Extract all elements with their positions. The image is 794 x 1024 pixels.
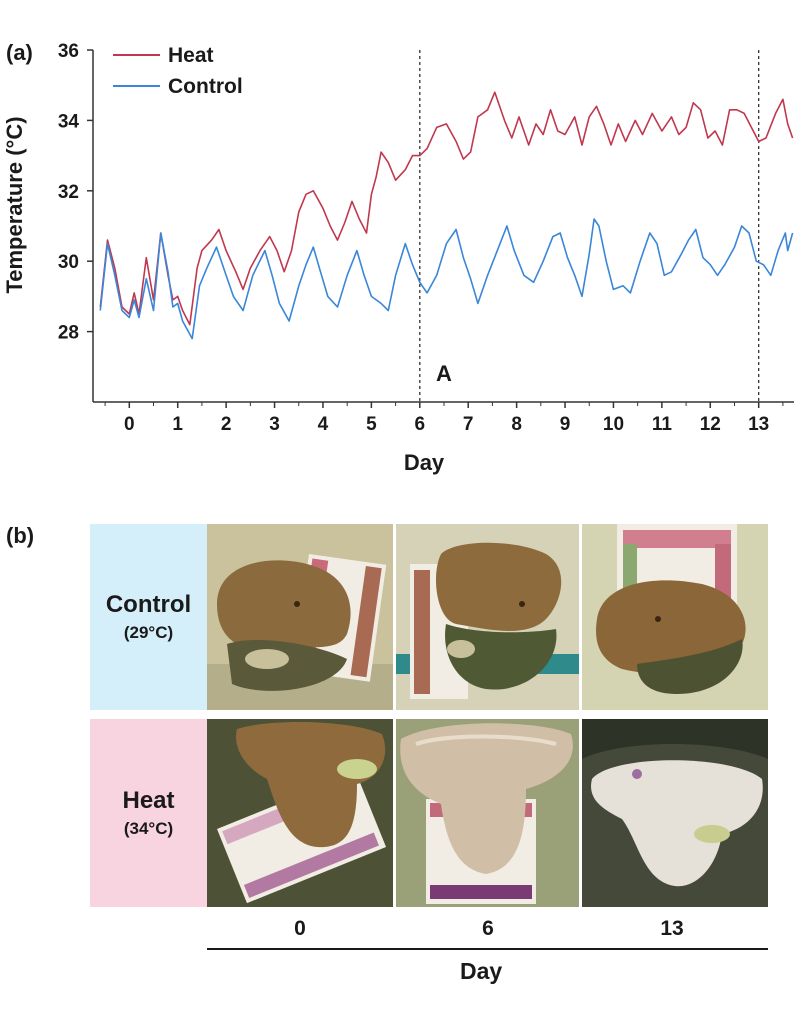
photo-day-label-13: 13	[660, 917, 684, 940]
coral-photo-heat-day6	[396, 719, 579, 907]
series-line-control	[99, 218, 794, 340]
control-row-title: Control	[105, 591, 192, 618]
coral-photo-control-day6	[396, 524, 579, 710]
x-tick-label: 10	[603, 414, 624, 435]
x-tick-label: 7	[463, 414, 474, 435]
annotation-label: A	[436, 361, 452, 386]
x-tick-label: 1	[172, 414, 183, 435]
control-row-temperature: (29°C)	[123, 623, 174, 642]
photo-day-axis-line	[207, 948, 768, 950]
coral-photo-heat-day13	[582, 719, 768, 907]
coral-photo-control-day0	[207, 524, 393, 710]
photo-day-label-0: 0	[294, 917, 306, 940]
legend-label-heat: Heat	[168, 44, 214, 67]
heat-row-temperature: (34°C)	[123, 819, 174, 838]
x-tick-label: 12	[700, 414, 721, 435]
x-tick-label: 6	[415, 414, 426, 435]
x-tick-label: 3	[269, 414, 280, 435]
x-tick-label: 8	[511, 414, 522, 435]
control-row-label: Control (29°C)	[90, 524, 207, 710]
x-tick-label: 4	[318, 414, 329, 435]
x-tick-label: 11	[652, 414, 673, 435]
heat-row-label: Heat (34°C)	[90, 719, 207, 907]
y-tick-label: 30	[58, 252, 79, 273]
x-tick-label: 2	[221, 414, 232, 435]
x-axis-label: Day	[404, 450, 445, 475]
coral-photo-control-day13	[582, 524, 768, 710]
y-tick-label: 32	[58, 182, 79, 203]
panel-a-label: (a)	[6, 40, 33, 65]
y-axis-label: Temperature (°C)	[2, 116, 27, 293]
panel-b-label: (b)	[6, 523, 35, 548]
x-tick-label: 5	[366, 414, 377, 435]
heat-row-title: Heat	[122, 787, 175, 814]
x-tick-label: 13	[748, 414, 769, 435]
photo-day-label-6: 6	[482, 917, 494, 940]
x-tick-label: 0	[124, 414, 135, 435]
y-tick-label: 34	[58, 111, 80, 132]
photo-day-axis-title: Day	[460, 958, 503, 984]
y-tick-label: 28	[58, 323, 79, 344]
series-line-heat	[99, 91, 794, 326]
x-tick-label: 9	[560, 414, 571, 435]
coral-photo-heat-day0	[207, 719, 393, 907]
y-tick-label: 36	[58, 41, 79, 62]
legend-label-control: Control	[168, 75, 243, 98]
